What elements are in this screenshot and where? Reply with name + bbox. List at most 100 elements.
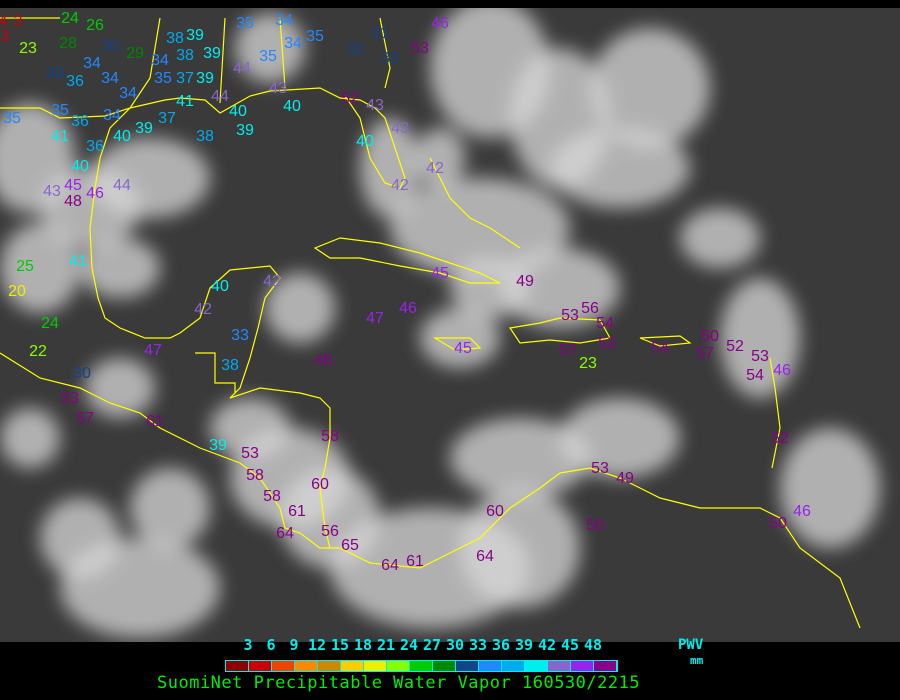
legend-swatch [226,661,249,671]
station-pwv-value: 26 [86,17,104,34]
station-pwv-value: 49 [516,273,534,290]
legend-swatch [456,661,479,671]
legend-tick: 21 [376,636,396,654]
station-pwv-value: 3 [1,28,10,45]
legend-swatch [433,661,456,671]
legend-swatch [410,661,433,671]
legend-swatch [295,661,318,671]
station-pwv-value: 35 [51,102,69,119]
cloud [415,128,465,188]
station-pwv-value: 47 [144,342,162,359]
station-pwv-value: 64 [381,557,399,574]
station-pwv-value: 38 [176,47,194,64]
station-pwv-value: 53 [411,40,429,57]
station-pwv-value: 35 [154,70,172,87]
cloud [85,358,155,418]
station-pwv-value: 65 [341,537,359,554]
station-pwv-value: 52 [771,430,789,447]
station-pwv-value: 43 [269,80,287,97]
legend-swatch [364,661,387,671]
station-pwv-value: 38 [221,357,239,374]
coastline [229,387,331,549]
station-pwv-value: 61 [288,503,306,520]
legend-swatch [479,661,502,671]
legend-tick: 6 [266,636,276,654]
coastline [0,87,406,189]
cloud [450,418,590,498]
station-pwv-value: 37 [158,110,176,127]
station-pwv-value: 40 [113,128,131,145]
station-pwv-value: 30 [73,365,91,382]
station-pwv-value: 58 [263,488,281,505]
legend-swatch [318,661,341,671]
station-pwv-value: 45 [431,265,449,282]
station-pwv-value: 42 [194,301,212,318]
station-pwv-value: 34 [119,85,137,102]
coastline [0,17,391,109]
station-pwv-value: 53 [61,390,79,407]
station-pwv-value: 43 [43,183,61,200]
legend-tick: 9 [289,636,299,654]
cloud [720,278,800,398]
cloud [590,28,710,148]
station-pwv-value: 35 [259,48,277,65]
station-pwv-value: 38 [166,30,184,47]
cloud [0,223,80,313]
legend-tick: 12 [307,636,327,654]
legend-unit-label: PWV [678,637,704,653]
station-pwv-value: 36 [86,138,104,155]
station-pwv-value: 31 [371,25,389,42]
legend-swatch [594,661,617,671]
coastline [432,337,482,351]
station-pwv-value: 41 [51,128,69,145]
station-pwv-value: 44 [211,88,229,105]
station-pwv-value: 56 [321,523,339,540]
station-pwv-value: 64 [276,525,294,542]
station-pwv-value: 40 [356,133,374,150]
coastline [769,357,781,469]
coastline [195,352,236,393]
station-pwv-value: 30 [101,38,119,55]
station-pwv-value: 52 [726,338,744,355]
cloud [90,138,210,218]
station-pwv-value: 48 [314,352,332,369]
station-pwv-value: 32 [346,41,364,58]
station-pwv-value: 58 [321,428,339,445]
station-pwv-value: 58 [246,467,264,484]
station-pwv-value: 39 [186,27,204,44]
cloud [390,178,570,278]
station-pwv-value: 53 [561,307,579,324]
station-pwv-value: 34 [151,52,169,69]
station-pwv-value: 40 [71,158,89,175]
station-pwv-value: 37 [176,70,194,87]
station-pwv-value: 42 [426,160,444,177]
cloud [235,13,305,83]
station-pwv-value: 39 [135,120,153,137]
station-pwv-value: 50 [586,517,604,534]
coastline [508,317,611,344]
station-pwv-value: 54 [596,315,614,332]
station-pwv-value: 23 [19,40,37,57]
cloud [450,258,530,318]
station-pwv-value: 64 [476,548,494,565]
station-pwv-value: 36 [71,113,89,130]
map-caption: SuomiNet Precipitable Water Vapor 160530… [157,673,641,693]
station-pwv-value: 25 [16,258,34,275]
legend-tick: 15 [330,636,350,654]
station-pwv-value: 34 [103,107,121,124]
legend-unit: mm [690,654,704,667]
station-pwv-value: 45 [454,340,472,357]
station-pwv-value: 46 [399,300,417,317]
cloud [360,118,420,218]
station-pwv-value: 46 [86,185,104,202]
legend-tick: 27 [422,636,442,654]
station-pwv-value: 60 [486,503,504,520]
legend-color-bar [225,660,618,672]
station-pwv-value: 60 [311,476,329,493]
station-pwv-value: 23 [579,355,597,372]
legend-tick: 42 [537,636,557,654]
station-pwv-value: 28 [59,35,77,52]
station-pwv-value: 43 [391,120,409,137]
legend-swatch [341,661,364,671]
legend-swatch [387,661,410,671]
